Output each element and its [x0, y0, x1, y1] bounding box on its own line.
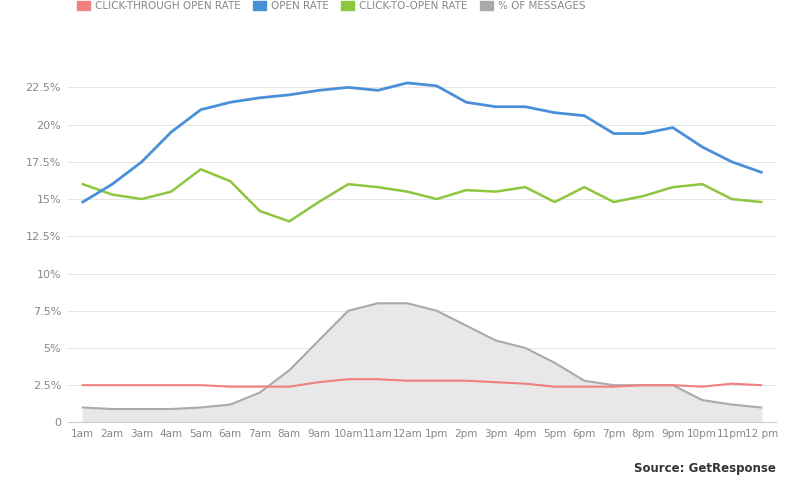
- Text: Source: GetResponse: Source: GetResponse: [634, 462, 776, 475]
- Legend: CLICK-THROUGH OPEN RATE, OPEN RATE, CLICK-TO-OPEN RATE, % OF MESSAGES: CLICK-THROUGH OPEN RATE, OPEN RATE, CLIC…: [74, 0, 590, 15]
